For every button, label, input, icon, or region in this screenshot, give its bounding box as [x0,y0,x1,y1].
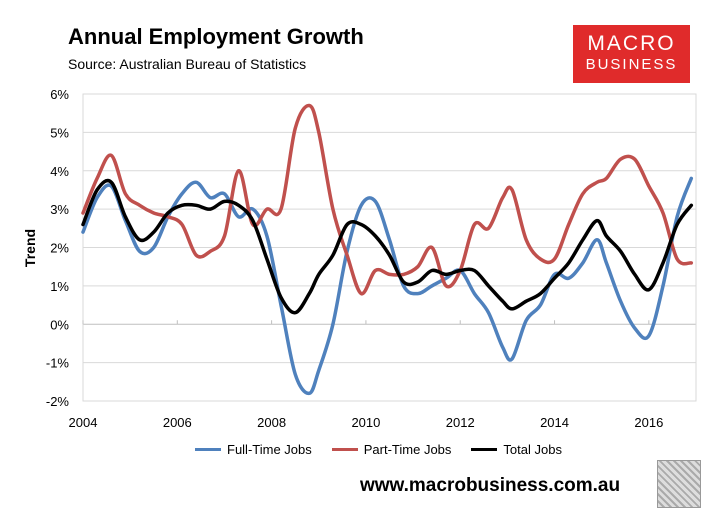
series-line-part-time [81,103,694,296]
y-tick-label: 0% [50,317,69,332]
logo-line-2: BUSINESS [585,56,678,73]
fox-logo-icon [657,460,701,508]
footer-url[interactable]: www.macrobusiness.com.au [360,475,621,496]
y-tick-label: -2% [46,394,70,409]
chart-subtitle: Source: Australian Bureau of Statistics [68,56,307,72]
tick-labels: -2% -1% 0% 1% 2% 3% 4% 5% 6% 2004 2006 2008 2010 2012… [46,87,663,430]
x-tick-label: 2014 [540,415,569,430]
y-tick-label: 6% [50,87,69,102]
x-tick-label: 2012 [446,415,475,430]
legend-label-total: Total Jobs [503,442,562,457]
gridlines [83,93,696,402]
legend-item-part-time: Part-Time Jobs [331,442,452,457]
series-line-total [81,178,694,315]
chart-title: Annual Employment Growth [68,24,364,49]
y-tick-label: 5% [50,125,69,140]
x-tick-label: 2004 [69,415,98,430]
y-tick-label: -1% [46,356,70,371]
axes [82,93,697,402]
x-tick-label: 2006 [163,415,192,430]
y-tick-label: 1% [50,279,69,294]
chart-legend: Full-Time Jobs Part-Time Jobs Total Jobs [195,442,582,457]
series-line-full-time [81,176,694,396]
x-tick-label: 2010 [351,415,380,430]
y-tick-label: 4% [50,164,69,179]
y-tick-label: 2% [50,241,69,256]
x-tick-label: 2016 [634,415,663,430]
macrobusiness-logo[interactable]: MACRO BUSINESS [573,25,690,83]
x-tick-label: 2008 [257,415,286,430]
legend-item-total: Total Jobs [471,442,562,457]
legend-label-full-time: Full-Time Jobs [227,442,312,457]
legend-swatch-full-time [195,448,221,451]
y-axis-label: Trend [22,229,38,267]
legend-label-part-time: Part-Time Jobs [363,442,452,457]
plot-area [82,93,697,402]
series-lines [81,103,694,396]
y-tick-label: 3% [50,202,69,217]
logo-line-1: MACRO [587,32,676,55]
legend-swatch-part-time [331,448,358,451]
legend-swatch-total [471,448,498,451]
legend-item-full-time: Full-Time Jobs [195,442,312,457]
